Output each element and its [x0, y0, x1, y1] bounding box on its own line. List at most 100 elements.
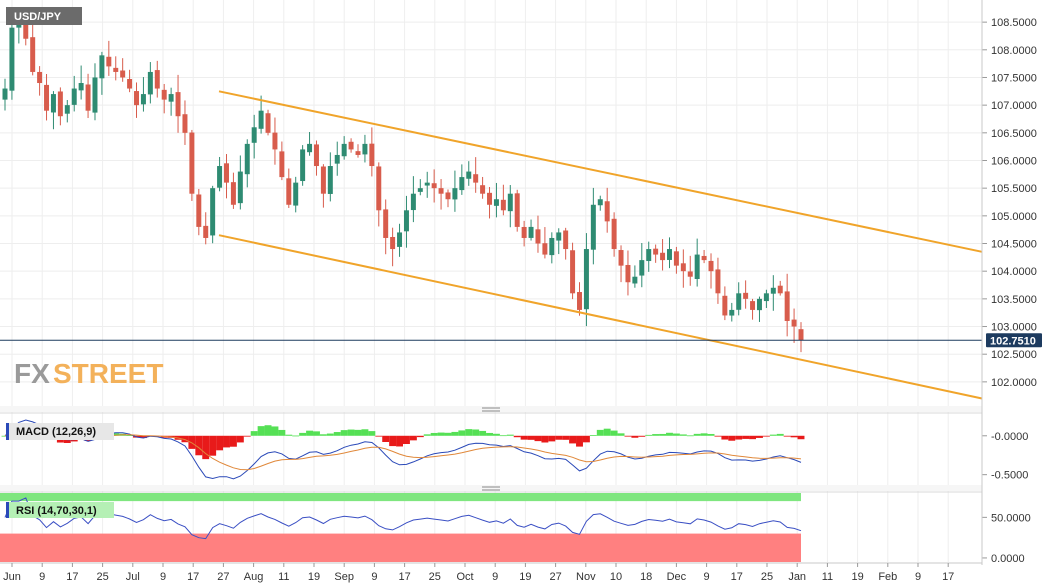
x-tick-label: 25 — [429, 571, 441, 583]
macd-bar — [534, 435, 542, 442]
macd-signal-line — [4, 426, 802, 471]
y-tick-label: 108.0000 — [991, 45, 1037, 57]
pane-resize-handle-2[interactable] — [0, 485, 982, 491]
candle — [140, 77, 146, 112]
x-tick-label: Jun — [3, 571, 21, 583]
candle-body — [673, 251, 679, 266]
symbol-badge: USD/JPY — [6, 7, 82, 25]
candle-body — [85, 84, 91, 111]
candle-body — [777, 285, 783, 294]
candle-body — [743, 292, 749, 299]
candle-body — [722, 295, 728, 316]
candle-body — [224, 163, 229, 183]
macd-bar — [506, 434, 514, 436]
y-tick-label: 102.0000 — [991, 377, 1037, 389]
candle-body — [639, 260, 645, 276]
macd-bar — [589, 435, 597, 436]
macd-bar — [735, 435, 743, 440]
x-tick-label: Aug — [244, 571, 264, 583]
x-tick-label: 9 — [704, 571, 710, 583]
candle-body — [203, 225, 209, 238]
macd-bar — [499, 435, 507, 437]
candle — [583, 233, 589, 327]
candle — [113, 56, 119, 81]
candle-body — [611, 218, 617, 250]
macd-bar — [672, 433, 680, 436]
candle-body — [244, 143, 250, 175]
candle — [556, 228, 562, 255]
candle — [272, 117, 278, 165]
pane-resize-handle-1[interactable] — [0, 406, 982, 412]
macd-bar — [264, 425, 272, 436]
x-tick-label: Feb — [878, 571, 897, 583]
macd-bar — [541, 435, 549, 443]
macd-bar — [783, 435, 791, 437]
candle — [653, 244, 659, 263]
y-tick-label: 103.0000 — [991, 322, 1037, 334]
candle — [134, 82, 140, 118]
macd-bar — [319, 434, 327, 436]
candle — [487, 187, 493, 219]
macd-bar — [624, 435, 632, 437]
candle-body — [99, 55, 105, 79]
macd-bar — [333, 432, 341, 436]
macd-bar — [368, 431, 376, 436]
x-tick-label: 17 — [731, 571, 743, 583]
y-tick-label: 106.0000 — [991, 155, 1037, 167]
candle-body — [438, 188, 444, 194]
candle — [50, 91, 56, 130]
candle — [542, 227, 548, 259]
candle-body — [577, 292, 582, 310]
candle-body — [230, 182, 236, 205]
candle-body — [376, 166, 382, 211]
rsi-label: RSI (14,70,30,1) — [16, 505, 97, 517]
candle — [397, 223, 403, 257]
candle-body — [348, 141, 354, 150]
candle — [244, 139, 250, 188]
candle — [313, 140, 319, 176]
candle-body — [313, 144, 319, 167]
candle-body — [756, 298, 762, 311]
macd-bar — [707, 433, 715, 436]
macd-bar — [285, 434, 293, 436]
candle-body — [763, 293, 769, 302]
candle — [341, 136, 347, 160]
candle-body — [369, 143, 375, 167]
macd-bar — [313, 431, 320, 436]
candle — [549, 232, 555, 264]
candle-body — [127, 79, 133, 89]
candle-body — [9, 27, 15, 91]
x-tick-label: 10 — [610, 571, 622, 583]
x-tick-label: 27 — [217, 571, 229, 583]
x-tick-label: 9 — [371, 571, 377, 583]
x-tick-label: 9 — [915, 571, 921, 583]
candle — [743, 280, 749, 309]
candle-body — [154, 70, 160, 89]
candle — [286, 168, 292, 208]
y-tick-label: 105.5000 — [991, 183, 1037, 195]
macd-bar — [645, 434, 653, 436]
fxstreet-logo: FX STREET — [14, 358, 163, 389]
macd-bar — [527, 435, 535, 440]
candle — [417, 179, 423, 196]
candle — [279, 141, 285, 181]
candle-body — [23, 16, 29, 39]
candle — [410, 176, 416, 223]
candle-body — [528, 226, 534, 238]
candle — [120, 58, 126, 82]
candle — [182, 100, 188, 145]
candle — [473, 157, 479, 193]
candle-body — [466, 171, 472, 179]
candle-body — [570, 250, 576, 294]
y-tick-label: 0.0000 — [991, 553, 1025, 565]
macd-bar — [762, 435, 770, 437]
macd-bar — [631, 435, 639, 438]
x-tick-label: Nov — [576, 571, 596, 583]
x-tick-label: 18 — [640, 571, 652, 583]
macd-bar — [472, 429, 480, 436]
macd-bar — [728, 435, 736, 441]
macd-bar — [492, 433, 500, 436]
macd-bar — [679, 434, 687, 436]
x-tick-label: 9 — [39, 571, 45, 583]
last-price-tag: 102.7510 — [986, 333, 1042, 348]
